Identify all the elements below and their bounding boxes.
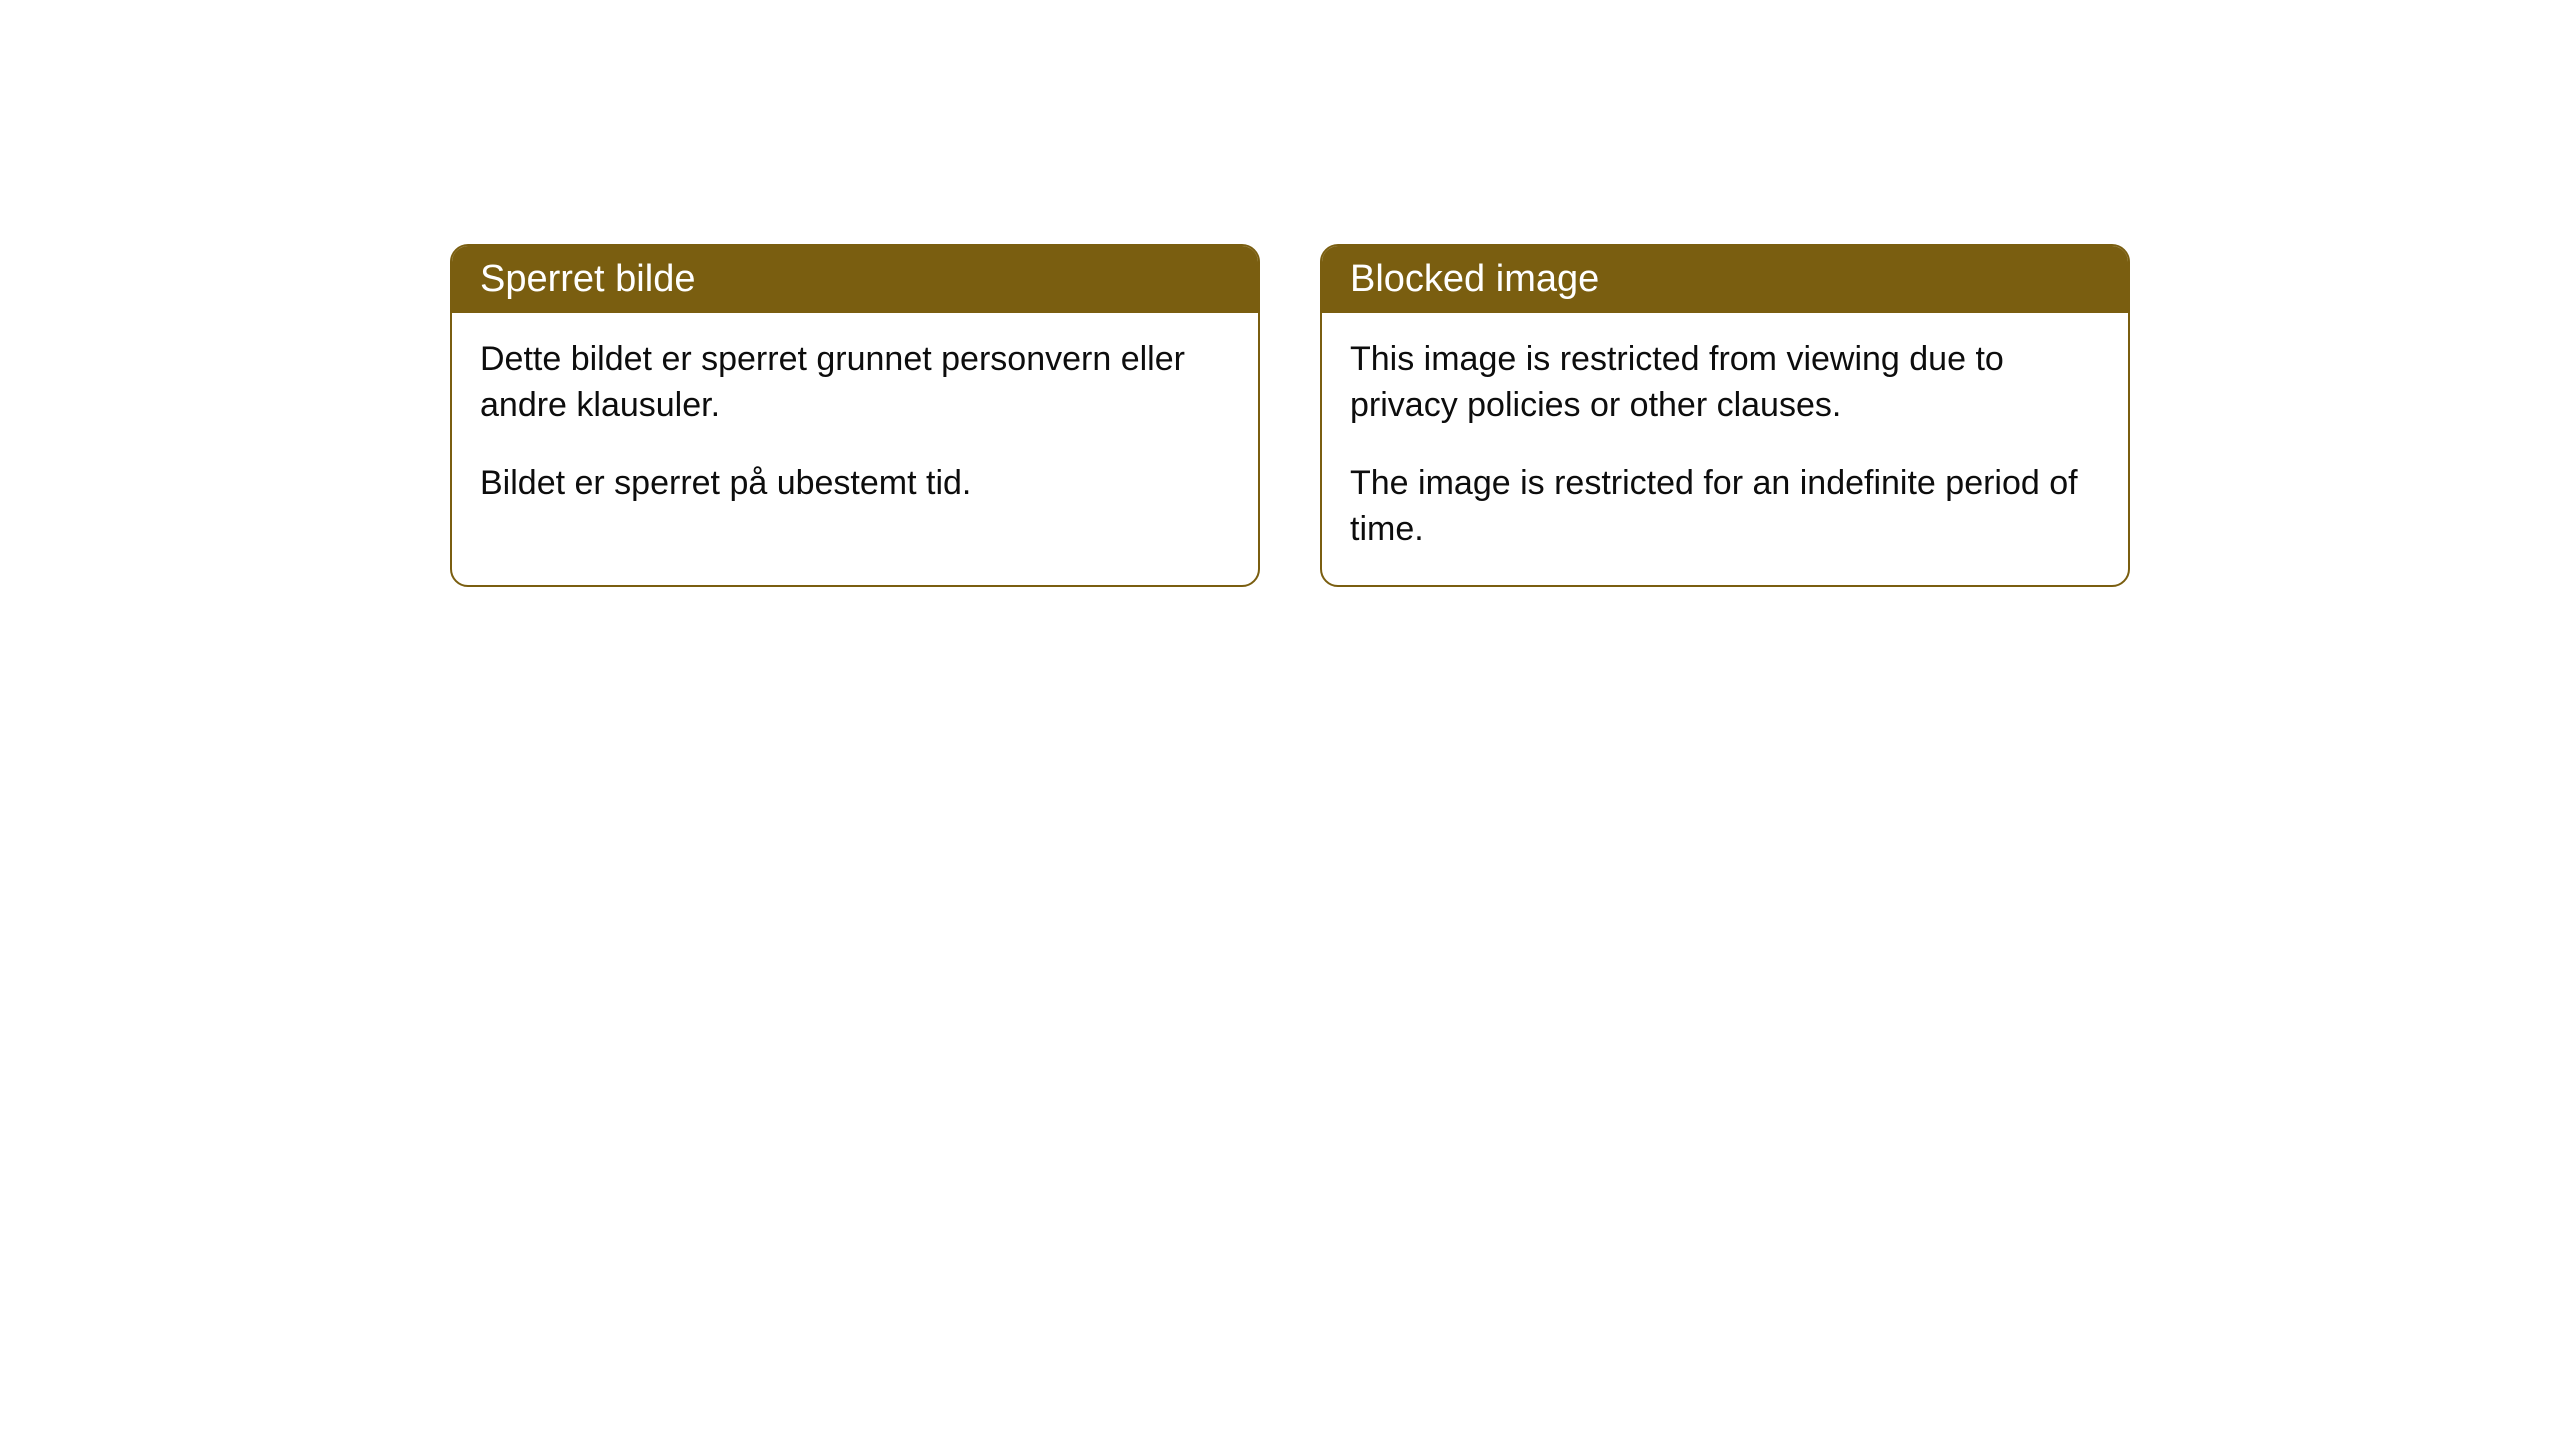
notice-cards-container: Sperret bilde Dette bildet er sperret gr… (450, 244, 2130, 587)
card-paragraph: This image is restricted from viewing du… (1350, 337, 2100, 429)
card-header: Blocked image (1322, 246, 2128, 313)
notice-card-norwegian: Sperret bilde Dette bildet er sperret gr… (450, 244, 1260, 587)
card-title: Sperret bilde (480, 258, 695, 300)
card-title: Blocked image (1350, 258, 1599, 300)
card-header: Sperret bilde (452, 246, 1258, 313)
card-paragraph: The image is restricted for an indefinit… (1350, 461, 2100, 553)
card-body: Dette bildet er sperret grunnet personve… (452, 313, 1258, 539)
card-paragraph: Dette bildet er sperret grunnet personve… (480, 337, 1230, 429)
notice-card-english: Blocked image This image is restricted f… (1320, 244, 2130, 587)
card-body: This image is restricted from viewing du… (1322, 313, 2128, 585)
card-paragraph: Bildet er sperret på ubestemt tid. (480, 461, 1230, 507)
